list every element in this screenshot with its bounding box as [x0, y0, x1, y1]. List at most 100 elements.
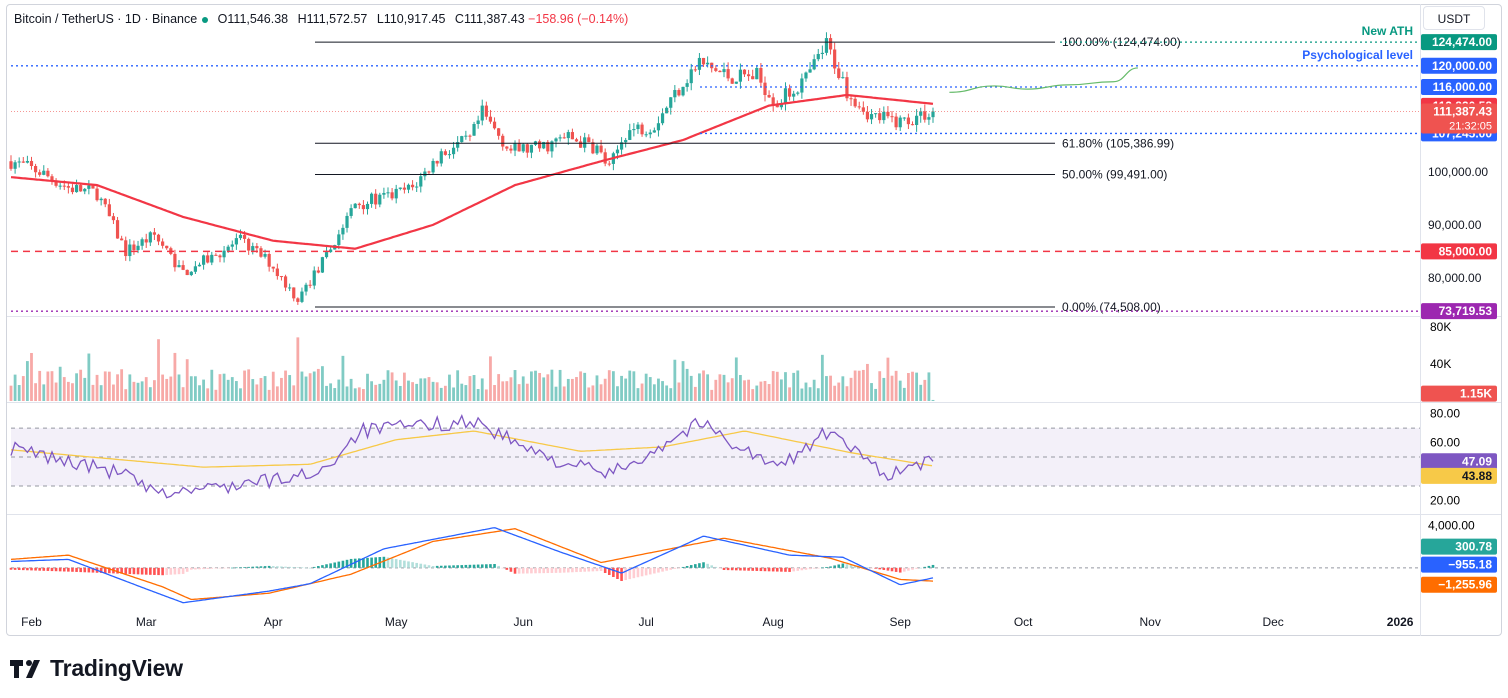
candle-body: [521, 144, 525, 152]
volume-bar: [763, 380, 767, 401]
volume-bar: [792, 372, 796, 401]
candle-body: [595, 145, 599, 154]
candle-body: [406, 184, 411, 190]
candle-body: [517, 143, 521, 152]
candle-body: [275, 268, 279, 277]
candle-body: [550, 141, 554, 152]
macd-histogram-bar: [571, 567, 574, 573]
macd-histogram-bar: [259, 566, 263, 568]
volume-bar: [112, 384, 115, 401]
macd-histogram-bar: [681, 566, 685, 568]
volume-bar: [722, 374, 726, 401]
candle-body: [189, 271, 193, 276]
volume-bar: [784, 372, 787, 401]
candle-body: [853, 98, 857, 107]
volume-bar: [558, 369, 562, 401]
volume-bar: [644, 373, 648, 401]
volume-bar: [480, 378, 484, 401]
candle-body: [476, 120, 480, 124]
macd-histogram-bar: [702, 562, 705, 568]
macd-tag: −955.18: [1448, 558, 1492, 572]
volume-bar: [398, 385, 402, 401]
candle-body: [927, 117, 931, 120]
price-level-tag: 124,474.00: [1432, 35, 1492, 49]
macd-histogram-bar: [677, 567, 681, 569]
candle-body: [357, 203, 361, 206]
volume-bar: [370, 381, 374, 401]
macd-histogram-bar: [722, 567, 726, 570]
volume-bar: [525, 383, 529, 401]
volume-bar: [214, 389, 218, 401]
candle-body: [792, 93, 796, 97]
candle-body: [505, 146, 509, 149]
volume-bar: [874, 388, 878, 401]
candle-body: [722, 69, 726, 73]
candle-body: [619, 142, 624, 150]
macd-histogram-bar: [185, 567, 189, 572]
macd-histogram-bar: [841, 563, 845, 568]
rsi-ma-tag: 43.88: [1462, 469, 1492, 483]
candle-body: [308, 284, 312, 286]
candle-body: [222, 250, 226, 258]
volume-bar: [185, 359, 189, 401]
volume-bar: [849, 377, 853, 401]
macd-line: [10, 527, 934, 604]
macd-histogram-bar: [136, 567, 140, 575]
candle-body: [128, 244, 132, 257]
candle-body: [177, 265, 181, 268]
macd-histogram-bar: [767, 567, 771, 572]
last-price-tag: 111,387.43: [1433, 104, 1492, 118]
candle-body: [849, 98, 853, 100]
volume-bar: [804, 382, 808, 401]
macd-histogram-bar: [91, 567, 95, 573]
candle-body: [742, 69, 747, 75]
volume-bar: [825, 376, 828, 401]
macd-histogram-bar: [177, 567, 181, 575]
volume-bar: [394, 380, 398, 401]
symbol-title[interactable]: Bitcoin / TetherUS · 1D · Binance: [14, 12, 198, 26]
macd-histogram-bar: [34, 567, 37, 571]
macd-histogram-bar: [448, 565, 451, 568]
chart-canvas[interactable]: Feb Mar Apr May Jun Jul Aug Sep Oct Nov Dec 2026 100…: [0, 0, 1508, 640]
macd-histogram-bar: [423, 564, 427, 568]
candle-body: [775, 104, 779, 108]
candle-body: [165, 245, 169, 249]
x-tick-label: Jul: [638, 615, 653, 629]
volume-bar: [234, 381, 238, 401]
macd-histogram-bar: [382, 556, 386, 568]
candle-body: [382, 192, 386, 195]
volume-bar: [472, 375, 476, 401]
volume-bar: [628, 370, 632, 401]
candle-body: [730, 78, 734, 84]
candle-body: [640, 124, 644, 135]
volume-bar: [632, 371, 636, 401]
volume-bar: [58, 366, 62, 401]
macd-histogram-bar: [694, 564, 697, 568]
volume-bar: [120, 369, 124, 401]
macd-histogram-bar: [575, 567, 578, 573]
volume-bar: [21, 376, 25, 401]
volume-bar: [570, 378, 574, 401]
price-level-tag-bg: [1421, 57, 1497, 74]
candle-body: [906, 117, 911, 125]
candle-body: [644, 134, 648, 136]
candle-body: [787, 88, 792, 97]
macd-histogram-bar: [263, 566, 267, 568]
volume-bar: [870, 383, 873, 401]
price-level-tag: 73,719.53: [1439, 304, 1493, 318]
currency-selector[interactable]: USDT: [1423, 6, 1485, 30]
macd-histogram-bar: [874, 567, 877, 569]
volume-bar: [316, 368, 320, 401]
macd-histogram-bar: [550, 567, 554, 573]
volume-bar: [767, 384, 771, 401]
candle-body: [706, 62, 710, 65]
candle-body: [747, 74, 751, 77]
candle-body: [509, 148, 513, 151]
volume-bar: [665, 385, 669, 401]
candle-body: [115, 220, 120, 239]
moving-average-line: [10, 93, 934, 250]
macd-histogram-bar: [771, 567, 775, 572]
volume-bar: [775, 371, 779, 401]
tradingview-logo[interactable]: TradingView: [10, 655, 183, 682]
volume-bar: [833, 385, 837, 401]
